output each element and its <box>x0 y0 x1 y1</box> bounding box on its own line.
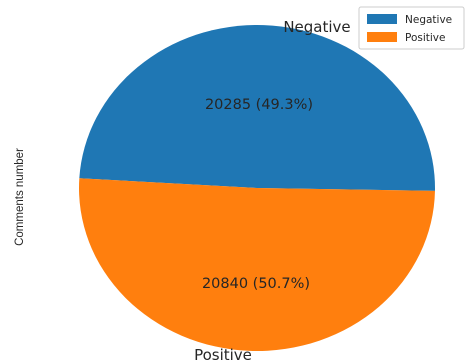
slice-label-negative: Negative <box>283 18 350 36</box>
percent-label-negative: 20285 (49.3%) <box>205 97 313 113</box>
pie-slice-negative <box>79 25 435 191</box>
legend: Negative Positive <box>358 6 465 50</box>
pie-slice-positive <box>78 178 435 352</box>
legend-swatch-positive <box>367 32 397 42</box>
y-axis-label: Comments number <box>14 148 26 246</box>
slice-label-positive: Positive <box>194 346 252 364</box>
legend-swatch-negative <box>367 14 397 24</box>
legend-entry-positive: Positive <box>405 32 445 44</box>
percent-label-positive: 20840 (50.7%) <box>202 276 310 292</box>
legend-entry-negative: Negative <box>405 14 452 26</box>
pie-slices <box>78 25 435 352</box>
